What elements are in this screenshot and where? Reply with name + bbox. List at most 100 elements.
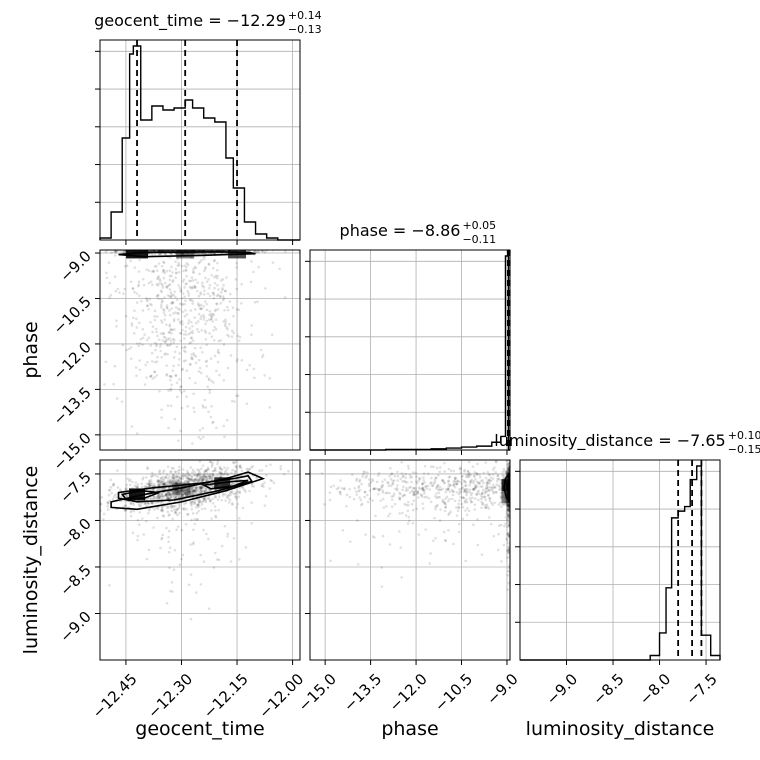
sample-point xyxy=(145,338,149,342)
sample-point xyxy=(204,469,207,473)
sample-point xyxy=(496,548,500,552)
sample-point xyxy=(180,528,184,532)
contours-geocent_time-luminosity_distance xyxy=(110,471,266,511)
sample-point xyxy=(163,281,167,285)
sample-point xyxy=(174,246,177,249)
sample-point xyxy=(163,318,167,321)
sample-point xyxy=(412,493,416,496)
sample-point xyxy=(203,300,207,303)
sample-point xyxy=(447,467,451,471)
sample-point xyxy=(199,486,203,490)
sample-point xyxy=(194,247,197,250)
sample-point xyxy=(183,295,186,299)
sample-point xyxy=(203,269,206,273)
sample-point xyxy=(235,359,239,363)
sample-point xyxy=(170,274,173,278)
sample-point xyxy=(170,294,173,298)
sample-point xyxy=(271,261,275,264)
sample-point xyxy=(430,484,434,487)
sample-point xyxy=(210,477,214,480)
sample-point xyxy=(178,493,182,497)
sample-point xyxy=(390,495,393,498)
sample-point xyxy=(507,508,510,512)
sample-point xyxy=(194,286,197,289)
sample-point xyxy=(359,498,363,502)
sample-point xyxy=(179,331,182,335)
sample-point xyxy=(415,480,418,483)
sample-point xyxy=(453,499,457,503)
sample-point xyxy=(201,435,205,439)
sample-point xyxy=(222,424,226,428)
sample-point xyxy=(398,498,402,501)
sample-point xyxy=(237,247,240,250)
sample-point xyxy=(401,479,404,483)
sample-point xyxy=(207,477,210,481)
sample-point xyxy=(177,476,181,479)
sample-point xyxy=(223,524,227,528)
sample-point xyxy=(167,247,170,250)
sample-point xyxy=(337,486,340,489)
sample-point xyxy=(492,486,495,490)
sample-point xyxy=(382,506,386,509)
sample-point xyxy=(211,469,215,473)
sample-point xyxy=(205,343,208,347)
sample-point xyxy=(505,471,508,475)
sample-point xyxy=(122,292,125,296)
sample-point xyxy=(204,487,208,491)
sample-point xyxy=(264,494,268,498)
sample-point xyxy=(183,474,187,478)
sample-point xyxy=(197,472,201,476)
sample-point xyxy=(484,490,487,493)
sample-point xyxy=(188,327,192,330)
sample-point xyxy=(473,475,476,478)
sample-point xyxy=(198,479,201,482)
sample-point xyxy=(167,540,170,544)
sample-point xyxy=(192,406,196,410)
sample-point xyxy=(429,482,432,485)
sample-point xyxy=(166,496,170,499)
sample-point xyxy=(269,463,272,466)
sample-point xyxy=(171,504,175,508)
sample-point xyxy=(176,318,180,321)
sample-point xyxy=(180,489,183,492)
sample-point xyxy=(234,492,237,496)
sample-point xyxy=(186,481,189,484)
sample-point xyxy=(206,292,210,295)
sample-point xyxy=(193,473,197,477)
sample-point xyxy=(144,485,148,489)
sample-point xyxy=(357,486,360,489)
sample-point xyxy=(215,302,219,306)
sample-point xyxy=(505,469,509,473)
sample-point xyxy=(406,500,410,504)
sample-point xyxy=(486,480,489,484)
sample-point xyxy=(396,484,399,487)
sample-point xyxy=(414,487,417,490)
sample-point xyxy=(173,482,176,485)
sample-point xyxy=(191,490,195,493)
sample-point xyxy=(504,502,508,506)
sample-point xyxy=(495,483,499,487)
sample-point xyxy=(161,284,164,287)
sample-point xyxy=(213,286,216,290)
sample-point xyxy=(437,491,441,495)
sample-point xyxy=(211,502,215,505)
y-tick-label-phase: −9.0 xyxy=(56,247,94,285)
sample-point xyxy=(201,477,204,481)
sample-point xyxy=(493,501,496,505)
sample-point xyxy=(466,475,470,479)
sample-point xyxy=(177,439,180,442)
sample-point xyxy=(152,495,156,498)
sample-point xyxy=(169,478,173,481)
sample-point xyxy=(444,487,448,491)
sample-point xyxy=(470,478,473,482)
title-luminosity_distance: luminosity_distance = −7.65 xyxy=(494,431,725,451)
sample-point xyxy=(443,470,447,473)
sample-point xyxy=(447,486,450,489)
sample-point xyxy=(106,502,110,505)
sample-point xyxy=(199,247,202,250)
sample-point xyxy=(198,487,202,490)
sample-point xyxy=(196,474,199,477)
sample-point xyxy=(506,512,509,516)
sample-point xyxy=(364,476,368,479)
sample-point xyxy=(434,505,437,509)
